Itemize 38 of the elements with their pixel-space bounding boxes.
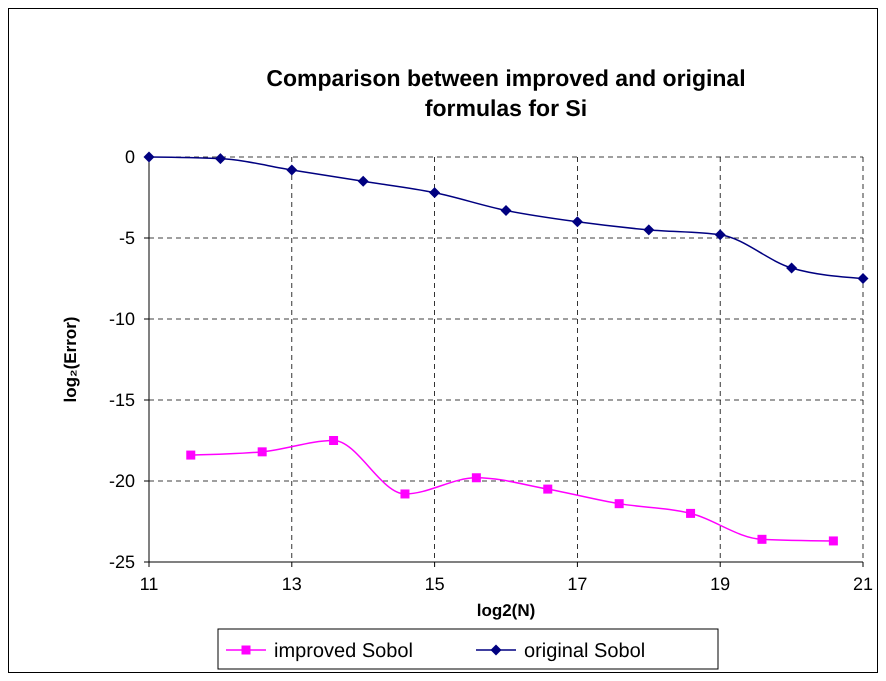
point	[400, 489, 410, 498]
legend-label: improved Sobol	[274, 640, 413, 662]
x-tick-label: 19	[710, 574, 730, 594]
y-tick-label: -20	[108, 471, 135, 491]
point	[500, 204, 512, 216]
y-tick-label: -10	[108, 309, 135, 329]
y-tick-label: 0	[124, 147, 135, 167]
legend-label: original Sobol	[524, 640, 646, 662]
point	[358, 176, 369, 187]
x-tick-label: 13	[282, 574, 302, 594]
point	[472, 473, 481, 482]
point	[543, 484, 552, 494]
chart-title: Comparison between improved and original formulas for Si	[266, 65, 746, 121]
point	[686, 508, 696, 518]
point	[429, 187, 440, 198]
point	[614, 499, 624, 508]
point	[329, 436, 338, 445]
point	[786, 262, 798, 274]
point	[258, 447, 267, 456]
point	[286, 164, 298, 176]
x-tick-label: 11	[140, 574, 158, 594]
point	[858, 273, 868, 284]
y-axis-title: log₂(Error)	[61, 316, 80, 402]
point	[714, 229, 726, 240]
point	[572, 216, 583, 228]
point	[186, 450, 196, 460]
x-tick-label: 15	[424, 574, 445, 594]
x-tick-label: 21	[852, 574, 874, 594]
x-axis-title: log2(N)	[476, 601, 536, 620]
point	[214, 153, 226, 164]
point	[144, 152, 154, 162]
y-tick-label: -15	[108, 390, 135, 410]
point	[757, 534, 766, 544]
y-tick-label: -25	[108, 552, 135, 572]
x-tick-label: 17	[567, 574, 588, 594]
y-tick-label: -5	[118, 228, 135, 248]
point	[828, 536, 838, 546]
point	[643, 224, 654, 236]
